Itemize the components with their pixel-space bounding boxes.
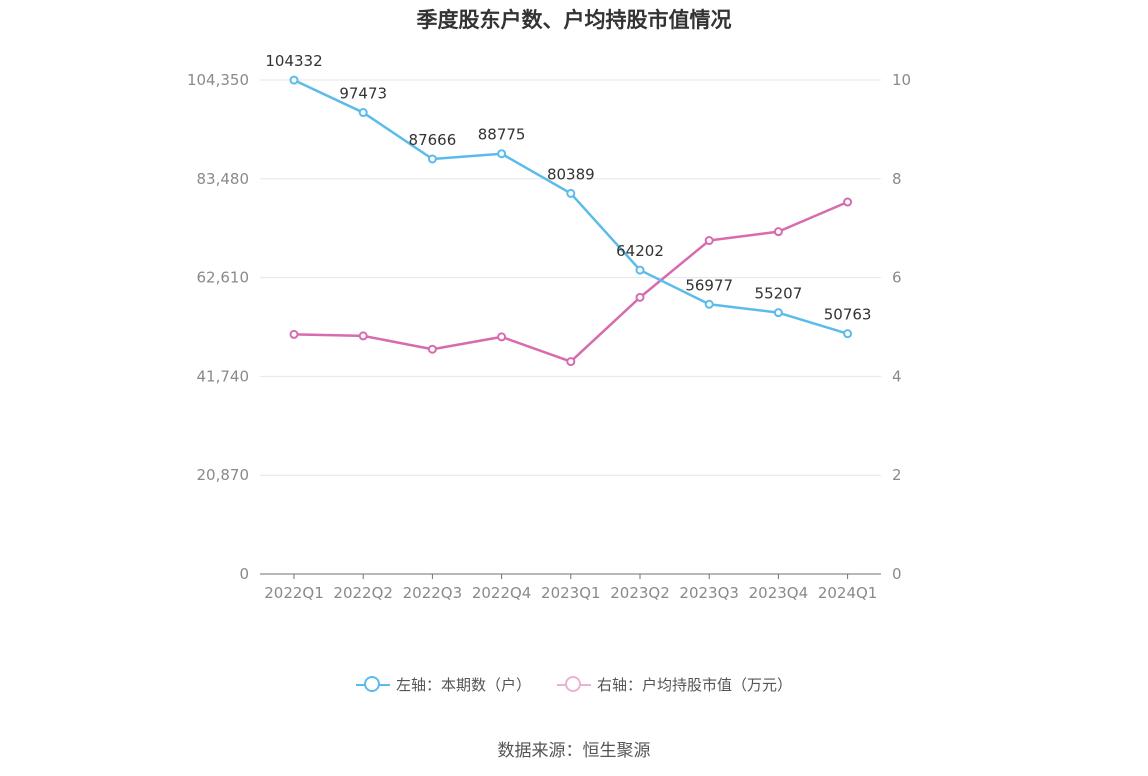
data-point	[289, 75, 299, 85]
x-tick-label: 2022Q3	[403, 584, 463, 602]
x-tick-label: 2024Q1	[818, 584, 878, 602]
left-tick-label: 0	[239, 565, 249, 583]
data-point	[704, 236, 714, 246]
x-tick-label: 2023Q2	[610, 584, 670, 602]
x-tick-label: 2023Q1	[541, 584, 601, 602]
data-label: 55207	[755, 285, 803, 303]
right-tick-label: 8	[892, 170, 902, 188]
grid-lines	[260, 79, 881, 476]
x-tick-label: 2022Q1	[264, 584, 324, 602]
legend-label: 右轴：户均持股市值（万元）	[597, 676, 793, 694]
data-point	[773, 227, 783, 237]
legend-item-avg-value[interactable]: 右轴：户均持股市值（万元）	[557, 674, 792, 695]
data-point	[635, 292, 645, 302]
left-tick-label: 104,350	[187, 71, 249, 89]
data-label: 97473	[339, 85, 387, 103]
data-point	[497, 332, 507, 342]
data-labels: 104332 97473 87666 88775 80389 64202 56977 5520…	[265, 52, 871, 324]
left-tick-label: 83,480	[197, 170, 250, 188]
data-point	[427, 154, 437, 164]
data-label: 104332	[265, 52, 322, 70]
x-tick-label: 2022Q4	[472, 584, 532, 602]
x-tick-label: 2022Q2	[333, 584, 393, 602]
data-label: 64202	[616, 242, 664, 260]
legend-label: 左轴：本期数（户）	[395, 676, 531, 694]
left-tick-label: 41,740	[197, 367, 250, 385]
right-tick-label: 0	[892, 565, 902, 583]
data-point	[566, 188, 576, 198]
legend-item-households[interactable]: 左轴：本期数（户）	[355, 674, 531, 695]
legend: 左轴：本期数（户） 右轴：户均持股市值（万元）	[0, 674, 1148, 695]
data-source: 数据来源：恒生聚源	[497, 741, 651, 761]
data-label: 50763	[824, 306, 872, 324]
data-label: 56977	[685, 276, 733, 294]
data-point	[704, 299, 714, 309]
right-tick-label: 10	[892, 71, 911, 89]
legend-swatch-icon	[355, 675, 390, 695]
data-label: 80389	[547, 165, 595, 183]
data-label: 88775	[478, 126, 526, 144]
data-point	[566, 357, 576, 367]
chart-title: 季度股东户数、户均持股市值情况	[416, 8, 732, 32]
data-point	[843, 197, 853, 207]
data-point	[773, 308, 783, 318]
right-axis-ticks: 0 2 4 6 8 10	[892, 71, 911, 583]
data-point	[358, 108, 368, 118]
data-point	[843, 329, 853, 339]
right-tick-label: 2	[892, 466, 902, 484]
x-tick-label: 2023Q3	[679, 584, 739, 602]
series-points	[289, 75, 853, 367]
data-point	[427, 344, 437, 354]
left-tick-label: 20,870	[197, 466, 250, 484]
data-label: 87666	[409, 131, 457, 149]
left-axis-ticks: 0 20,870 41,740 62,610 83,480 104,350	[187, 71, 249, 583]
series-lines	[293, 78, 849, 363]
right-tick-label: 4	[892, 367, 902, 385]
legend-swatch-icon	[557, 675, 591, 695]
data-point	[358, 331, 368, 341]
data-point	[635, 265, 645, 275]
data-point	[289, 329, 299, 339]
x-axis: 2022Q1 2022Q2 2022Q3 2022Q4 2023Q1 2023Q2 2023…	[260, 573, 881, 602]
x-tick-label: 2023Q4	[749, 584, 809, 602]
right-tick-label: 6	[892, 269, 902, 287]
data-point	[497, 149, 507, 159]
series-line-avg-value	[293, 200, 849, 363]
left-tick-label: 62,610	[197, 269, 250, 287]
